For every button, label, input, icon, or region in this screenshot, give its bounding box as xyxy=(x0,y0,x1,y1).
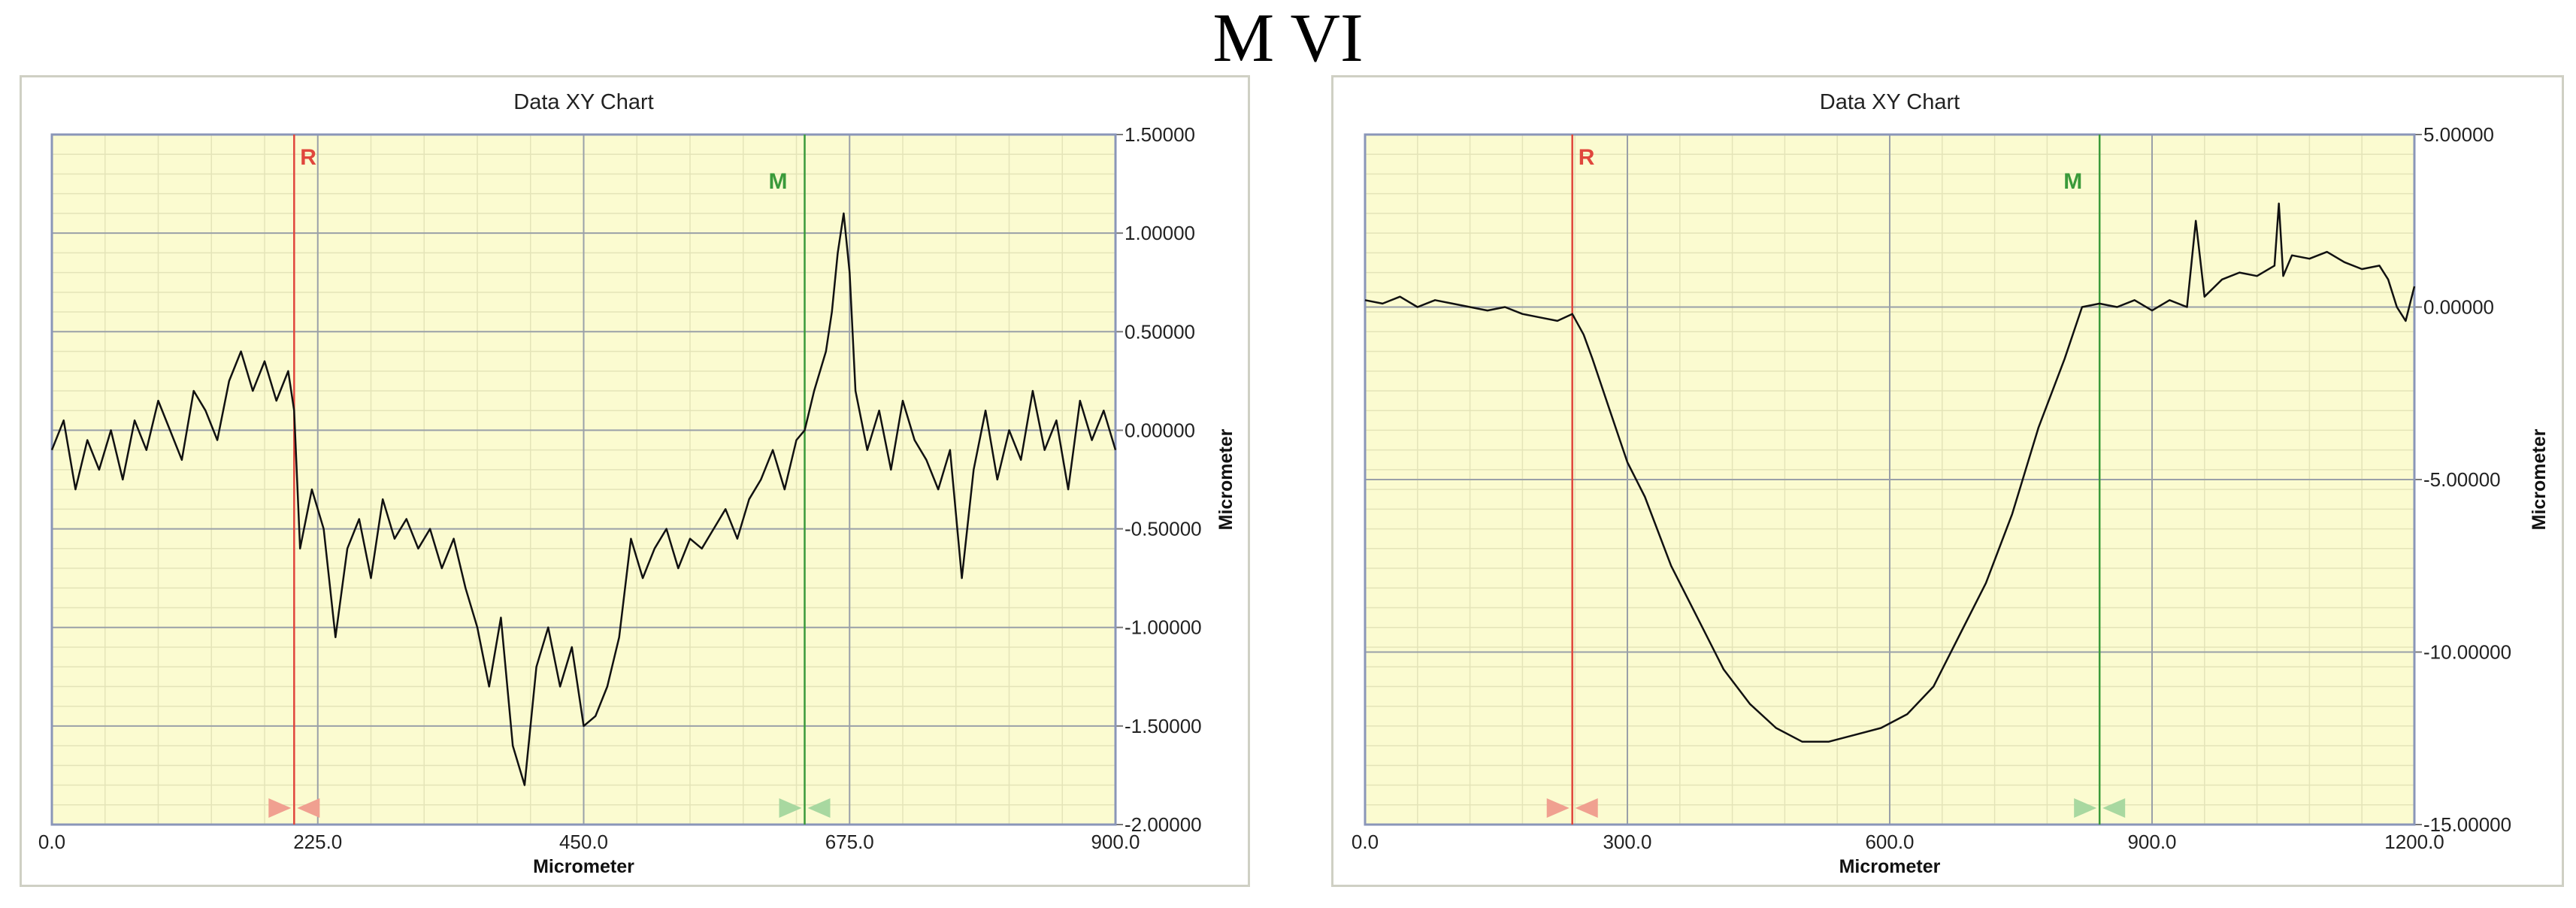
x-tick-label: 225.0 xyxy=(293,831,342,853)
plot-frame xyxy=(50,133,1117,826)
cursor-handle-right-arrow xyxy=(2102,798,2126,818)
y-tick-label: -15.00000 xyxy=(2423,813,2511,836)
chart-title: Data XY Chart xyxy=(1820,90,1960,114)
chart-panel-2: Data XY Chart 0.0 300.0 600.0 900.0 1200.0 5.0… xyxy=(1331,75,2564,887)
y-axis-label: Micrometer xyxy=(1215,428,1237,530)
plot-frame xyxy=(1364,133,2416,826)
y-tick-label: -0.50000 xyxy=(1125,518,1202,540)
x-tick-label: 600.0 xyxy=(1865,831,1914,853)
cursor-label: R xyxy=(1579,145,1595,170)
cursor-handle-left-arrow xyxy=(1546,798,1570,818)
x-tick-label: 900.0 xyxy=(1091,831,1140,853)
cursor-handle-right-arrow xyxy=(1575,798,1598,818)
xy-chart-2: Data XY Chart 0.0 300.0 600.0 900.0 1200.0 5.0… xyxy=(1352,90,2550,877)
x-tick-label: 0.0 xyxy=(38,831,65,853)
cursor-handle-left-arrow xyxy=(779,798,802,818)
y-tick-label: 0.00000 xyxy=(2423,296,2494,319)
cursor-handle-right-arrow xyxy=(807,798,831,818)
x-tick-label: 450.0 xyxy=(559,831,608,853)
data-series-line xyxy=(1364,202,2416,743)
y-tick-label: 0.00000 xyxy=(1125,419,1195,441)
x-tick-label: 675.0 xyxy=(825,831,874,853)
y-axis-label: Micrometer xyxy=(2529,428,2550,530)
x-tick-label: 900.0 xyxy=(2127,831,2176,853)
y-tick-label: 0.50000 xyxy=(1125,320,1195,343)
x-tick-label: 1200.0 xyxy=(2384,831,2444,853)
chart-title: Data XY Chart xyxy=(513,90,653,114)
y-tick-label: 5.00000 xyxy=(2423,123,2494,146)
x-tick-label: 300.0 xyxy=(1603,831,1651,853)
y-tick-label: -1.50000 xyxy=(1125,715,1202,737)
cursor-label: R xyxy=(300,145,316,170)
x-axis-label: Micrometer xyxy=(533,856,634,877)
cursor-handle-left-arrow xyxy=(2074,798,2097,818)
cursor-label: M xyxy=(2063,169,2082,194)
y-tick-label: -10.00000 xyxy=(2423,641,2511,664)
xy-chart-1: Data XY Chart 0.0 225.0 450.0 675.0 900.0 1.50… xyxy=(38,90,1237,877)
x-axis-label: Micrometer xyxy=(1839,856,1941,877)
y-tick-label: 1.50000 xyxy=(1125,123,1195,146)
y-tick-label: -2.00000 xyxy=(1125,813,1202,836)
y-tick-label: -1.00000 xyxy=(1125,616,1202,639)
y-tick-label: -5.00000 xyxy=(2423,468,2501,491)
cursor-handle-right-arrow xyxy=(297,798,320,818)
cursor-r: R xyxy=(268,135,320,825)
cursor-m: M xyxy=(769,135,831,825)
page-title: M VI xyxy=(1212,0,1364,76)
y-tick-label: 1.00000 xyxy=(1125,222,1195,244)
cursor-m: M xyxy=(2063,135,2126,825)
cursor-label: M xyxy=(769,169,788,194)
x-tick-label: 0.0 xyxy=(1352,831,1379,853)
cursor-r: R xyxy=(1546,135,1598,825)
data-series-line xyxy=(50,212,1117,786)
cursor-handle-left-arrow xyxy=(268,798,292,818)
chart-panel-1: Data XY Chart 0.0 225.0 450.0 675.0 900.0 1.50… xyxy=(20,75,1250,887)
